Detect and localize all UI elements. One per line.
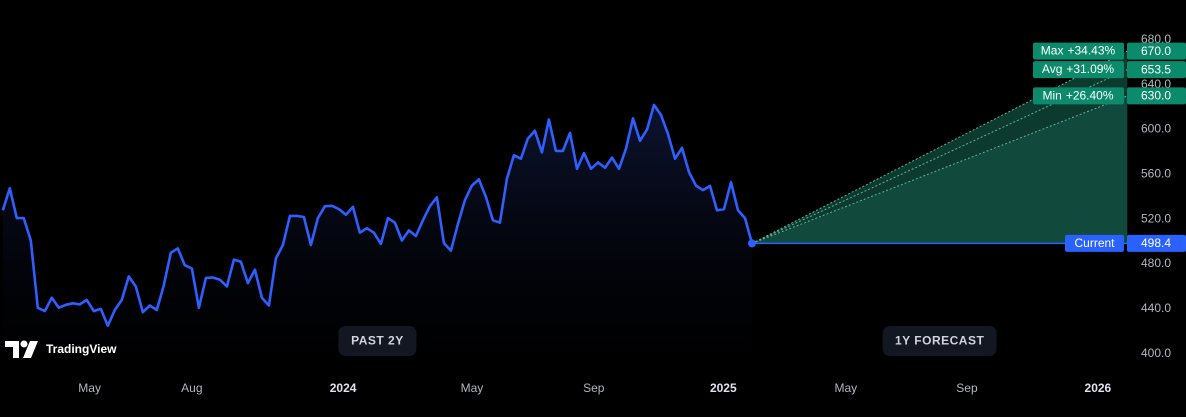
past-label-box [338,326,417,356]
y-tick-label: 560.0 [1141,167,1171,181]
forecast-label-box [1033,42,1124,60]
current-label: Current [1074,236,1115,250]
forecast-name: Max [1041,44,1064,58]
forecast-label: Avg +31.09% [1042,62,1115,76]
forecast-value-box [1127,87,1186,105]
current-value-box [1127,234,1186,252]
brand-icon [5,341,38,358]
brand-icon-dot [20,340,28,348]
forecast-change: +26.40% [1066,89,1114,103]
x-tick-label: May [461,381,484,395]
forecast-line [751,95,1128,244]
x-tick-label: May [78,381,101,395]
x-tick-label: Sep [583,381,605,395]
y-tick-label: 680.0 [1141,32,1171,46]
forecast-value-box [1127,42,1186,60]
past-label: PAST 2Y [351,334,404,348]
y-tick-label: 640.0 [1141,77,1171,91]
forecast-change: +31.09% [1066,62,1114,76]
x-tick-label: Sep [956,381,978,395]
brand-name: TradingView [46,342,117,356]
x-tick-label: 2026 [1085,381,1112,395]
forecast-value-box [1127,61,1186,79]
price-line [1,103,754,327]
forecast-label-box [1033,87,1124,105]
y-tick-label: 520.0 [1141,211,1171,225]
x-tick-label: 2025 [710,381,737,395]
y-tick-label: 600.0 [1141,122,1171,136]
y-tick-label: 400.0 [1141,346,1171,360]
current-label-box [1065,234,1124,252]
y-tick-label: 440.0 [1141,301,1171,315]
x-tick-label: May [834,381,857,395]
forecast-change: +34.43% [1067,44,1115,58]
forecast-label: Max +34.43% [1041,44,1116,58]
forecast-name: Min [1042,89,1061,103]
forecast-label: Min +26.40% [1042,89,1113,103]
forecast-value: 670.0 [1141,44,1171,58]
forecast-label-box [1033,61,1124,79]
forecast-name: Avg [1042,62,1062,76]
x-tick-label: Aug [181,381,202,395]
y-tick-label: 480.0 [1141,256,1171,270]
x-tick-label: 2024 [330,381,357,395]
forecast-period-label: 1Y FORECAST [895,334,984,348]
current-value: 498.4 [1141,236,1171,250]
forecast-lower-band [752,95,1128,244]
current-point [748,239,756,248]
forecast-period-label-box [882,326,997,356]
forecast-value: 653.5 [1141,62,1171,76]
forecast-value: 630.0 [1141,89,1171,103]
